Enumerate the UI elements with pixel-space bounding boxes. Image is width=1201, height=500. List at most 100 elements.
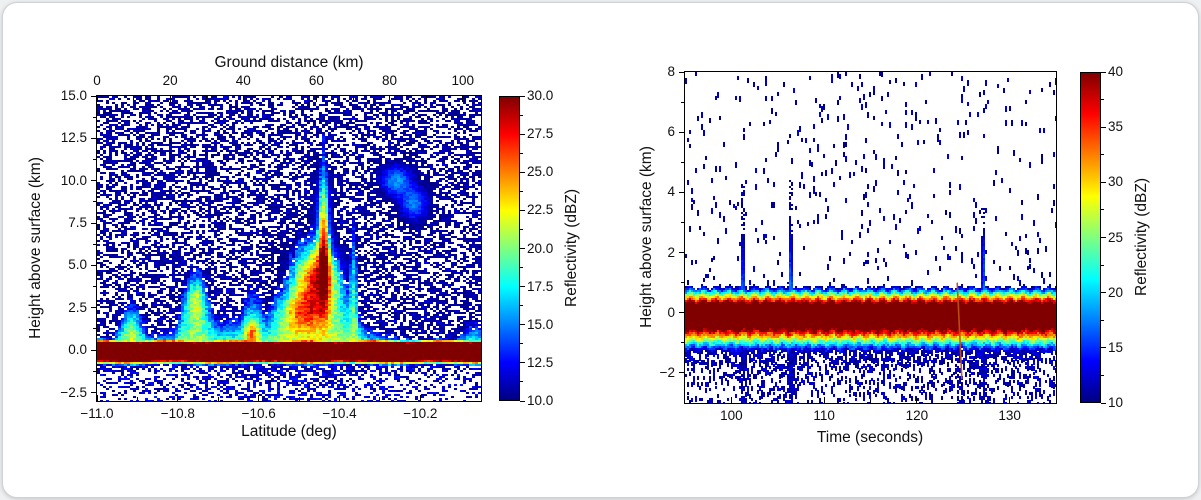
- colorbar-tick-label: 10: [1108, 395, 1124, 410]
- colorbar-tick-label: 15.0: [527, 316, 554, 332]
- x-tick-label: 130: [998, 408, 1021, 423]
- y-minor-tick: [93, 116, 97, 118]
- x-tick-label: −10.6: [241, 406, 276, 421]
- top-x-tick: [389, 96, 391, 102]
- y-minor-tick: [681, 282, 685, 284]
- y-tick-label: 15.0: [60, 88, 87, 103]
- y-minor-tick: [681, 342, 685, 344]
- colorbar-tick: [1101, 292, 1106, 294]
- x-minor-tick: [777, 399, 779, 403]
- x-minor-tick: [217, 397, 219, 401]
- colorbar-tick: [1101, 237, 1106, 238]
- y-tick-label: 0: [667, 304, 675, 320]
- y-tick-label: 7.5: [68, 215, 87, 231]
- y-tick-label: 5.0: [68, 257, 87, 273]
- top-x-minor-tick: [279, 96, 281, 100]
- colorbar-tick: [520, 324, 525, 326]
- y-tick: [679, 191, 685, 193]
- x-tick: [916, 397, 918, 403]
- colorbar-tick-label: 25.0: [527, 164, 554, 180]
- top-x-tick-label: 0: [93, 73, 101, 88]
- top-x-tick-label: 60: [308, 73, 324, 88]
- y-tick-label: 2.5: [68, 299, 87, 315]
- x-tick-label: 110: [813, 408, 835, 423]
- colorbar-tick-label: 17.5: [527, 278, 554, 294]
- y-tick-label: 10.0: [60, 172, 87, 188]
- x-minor-tick: [298, 397, 300, 401]
- colorbar-tick-label: 15: [1108, 339, 1124, 355]
- y-tick: [91, 349, 97, 351]
- colorbar-minor-tick: [520, 114, 523, 116]
- colorbar-minor-tick: [520, 190, 523, 192]
- top-x-tick-label: 20: [162, 73, 178, 88]
- heatmap-canvas-latitude: [97, 96, 481, 401]
- y-minor-tick: [681, 221, 685, 223]
- top-x-minor-tick: [425, 96, 427, 100]
- colorbar-tick-label: 30.0: [527, 88, 554, 103]
- y-tick: [91, 222, 97, 224]
- x-tick: [730, 397, 732, 403]
- y-tick-label: 0.0: [68, 342, 87, 358]
- colorbar-minor-tick: [1101, 154, 1104, 156]
- colorbar-minor-tick: [1101, 374, 1104, 376]
- colorbar-minor-tick: [520, 305, 523, 307]
- colorbar-tick: [1101, 71, 1106, 73]
- colorbar-tick: [520, 286, 525, 288]
- colorbar-tick-label: 25: [1108, 229, 1124, 245]
- xaxis-label-time-panel: Time (seconds): [816, 429, 924, 446]
- y-tick: [91, 137, 97, 139]
- y-tick-label: −2: [659, 364, 675, 380]
- colorbar-tick-label: 10.0: [527, 393, 554, 408]
- colorbar-minor-tick: [520, 228, 523, 230]
- colorbar-tick: [520, 171, 525, 173]
- top-x-tick: [242, 96, 244, 102]
- colorbar-tick: [520, 133, 525, 135]
- x-minor-tick: [962, 399, 964, 403]
- colorbar-minor-tick: [520, 152, 523, 154]
- x-tick: [339, 395, 341, 401]
- y-tick-label: 12.5: [60, 130, 87, 146]
- x-tick-label: 100: [720, 408, 743, 423]
- x-minor-tick: [379, 397, 381, 401]
- y-minor-tick: [93, 370, 97, 372]
- colorbar-tick: [520, 248, 525, 249]
- top-x-tick: [462, 96, 464, 102]
- top-x-tick: [315, 96, 317, 102]
- colorbar-tick: [1101, 181, 1106, 183]
- top-x-tick-label: 100: [451, 73, 474, 88]
- y-tick: [679, 252, 685, 254]
- y-minor-tick: [681, 161, 685, 163]
- colorbar-canvas-time: [1080, 72, 1101, 403]
- y-tick: [91, 392, 97, 394]
- y-tick: [91, 264, 97, 266]
- yaxis-label-time-panel: Height above surface (km): [638, 146, 655, 328]
- y-tick: [679, 71, 685, 73]
- y-tick-label: 2: [667, 244, 675, 260]
- top-xaxis-label-latitude-panel: Ground distance (km): [214, 54, 364, 71]
- x-tick: [823, 397, 825, 403]
- x-tick: [177, 395, 179, 401]
- y-minor-tick: [93, 243, 97, 245]
- x-tick-label: −10.4: [322, 406, 357, 421]
- y-minor-tick: [93, 328, 97, 330]
- y-tick: [91, 95, 97, 97]
- colorbar-tick-label: 20: [1108, 284, 1124, 300]
- colorbar-minor-tick: [1101, 319, 1104, 321]
- xaxis-label-latitude-panel: Latitude (deg): [241, 423, 337, 440]
- colorbar-minor-tick: [520, 381, 523, 383]
- x-tick-label: −11.0: [80, 406, 114, 421]
- top-x-minor-tick: [133, 96, 135, 100]
- colorbar-tick: [1101, 126, 1106, 128]
- colorbar-minor-tick: [1101, 99, 1104, 101]
- x-minor-tick: [870, 399, 871, 403]
- x-tick-label: −10.2: [403, 406, 438, 421]
- x-tick: [96, 395, 98, 401]
- y-tick: [91, 180, 97, 182]
- x-tick: [258, 395, 260, 401]
- y-tick-label: 6: [667, 124, 675, 140]
- colorbar-tick-label: 40: [1108, 64, 1124, 79]
- colorbar-minor-tick: [1101, 209, 1104, 211]
- x-tick: [419, 395, 421, 401]
- y-minor-tick: [93, 159, 97, 161]
